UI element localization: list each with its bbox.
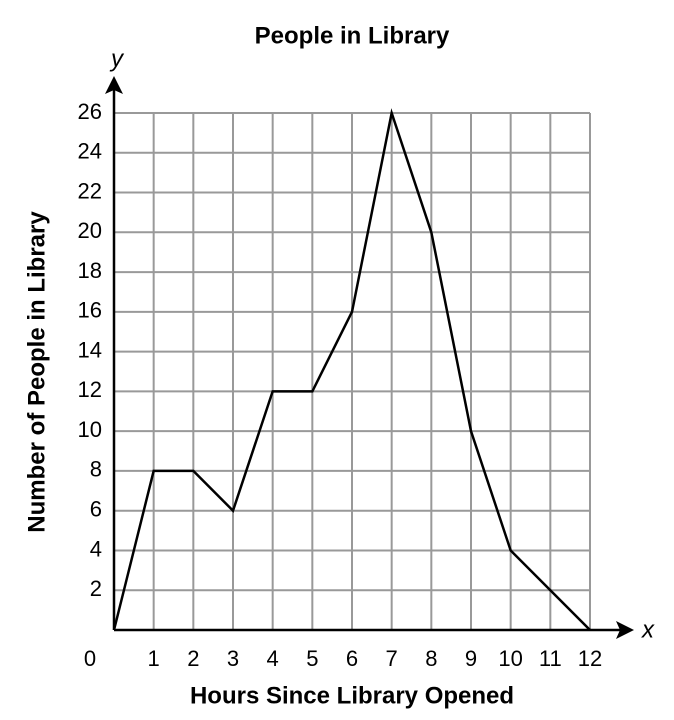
x-tick-label: 3 <box>227 646 239 671</box>
y-tick-label: 14 <box>78 337 102 362</box>
x-tick-label: 9 <box>465 646 477 671</box>
y-tick-label: 4 <box>90 536 102 561</box>
y-axis-arrow <box>105 76 123 94</box>
y-tick-label: 20 <box>78 218 102 243</box>
y-tick-label: 6 <box>90 497 102 522</box>
y-tick-label: 2 <box>90 576 102 601</box>
y-tick-label: 10 <box>78 417 102 442</box>
chart-title: People in Library <box>255 22 450 49</box>
x-tick-label: 4 <box>267 646 279 671</box>
x-tick-label: 7 <box>386 646 398 671</box>
y-axis-label: Number of People in Library <box>23 211 50 533</box>
x-axis-label: Hours Since Library Opened <box>190 682 514 709</box>
line <box>112 108 591 631</box>
y-tick-label: 22 <box>78 178 102 203</box>
x-tick-label: 12 <box>578 646 602 671</box>
x-axis-letter: x <box>641 616 655 643</box>
x-tick-label: 11 <box>539 646 562 671</box>
x-axis-arrow <box>616 621 634 639</box>
x-tick-label: 1 <box>148 646 160 671</box>
y-tick-label: 12 <box>78 377 102 402</box>
y-tick-label: 8 <box>90 457 102 482</box>
y-tick-label: 26 <box>78 99 102 124</box>
x-tick-label: 8 <box>425 646 437 671</box>
x-tick-label: 0 <box>84 646 96 671</box>
x-tick-label: 10 <box>498 646 522 671</box>
x-tick-label: 2 <box>187 646 199 671</box>
y-tick-label: 16 <box>78 298 102 323</box>
y-tick-label: 24 <box>78 139 102 164</box>
y-axis-letter: y <box>109 45 125 72</box>
x-tick-label: 6 <box>346 646 358 671</box>
x-tick-label: 5 <box>306 646 318 671</box>
y-tick-label: 18 <box>78 258 102 283</box>
